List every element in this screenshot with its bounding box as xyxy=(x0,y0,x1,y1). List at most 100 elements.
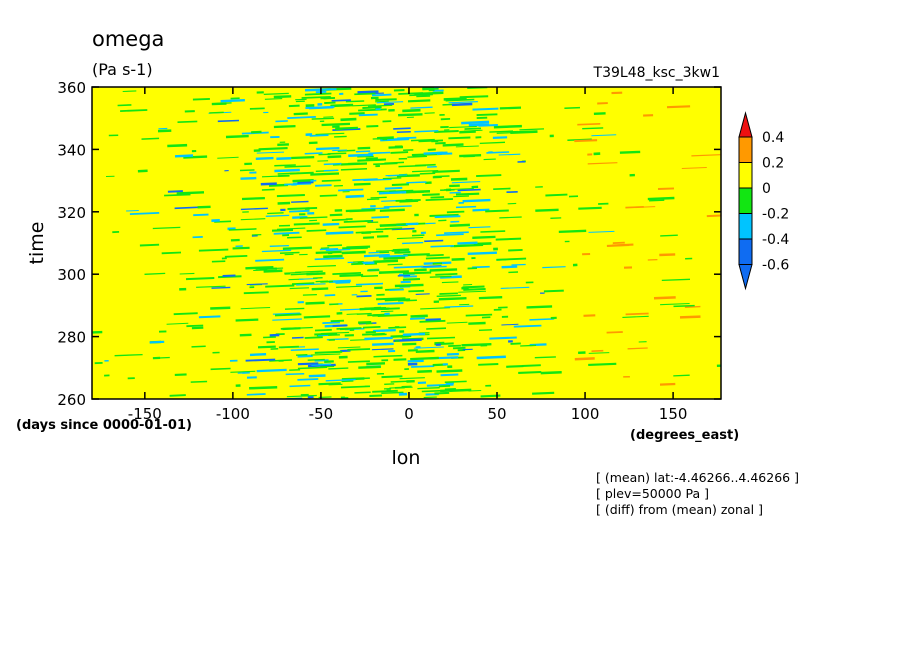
field-streak xyxy=(284,183,300,186)
field-streak xyxy=(543,289,564,293)
field-streak xyxy=(506,365,524,368)
field-streak xyxy=(382,177,402,180)
field-streak xyxy=(387,263,403,266)
field-streak xyxy=(372,342,394,346)
field-streak xyxy=(398,92,423,95)
field-streak xyxy=(452,346,466,350)
y-axis-units: (days since 0000-01-01) xyxy=(16,418,192,433)
field-streak xyxy=(340,162,368,166)
field-streak xyxy=(472,235,496,239)
field-streak xyxy=(478,363,499,366)
field-streak xyxy=(305,301,325,305)
field-streak xyxy=(467,251,497,255)
field-streak xyxy=(363,253,390,258)
field-streak xyxy=(410,314,428,318)
field-streak xyxy=(492,136,508,139)
field-streak xyxy=(305,105,335,110)
field-streak xyxy=(117,104,132,107)
field-streak xyxy=(120,109,148,112)
field-streak xyxy=(284,307,305,310)
field-streak xyxy=(257,345,276,349)
field-streak xyxy=(304,336,323,339)
field-streak xyxy=(228,228,257,231)
field-streak xyxy=(261,188,275,191)
chart-title: omega xyxy=(92,27,164,51)
field-streak xyxy=(476,113,498,117)
field-streak xyxy=(393,265,424,269)
field-streak xyxy=(297,181,314,184)
field-streak xyxy=(289,287,310,290)
field-streak xyxy=(421,389,449,393)
field-streak xyxy=(706,214,721,218)
field-streak xyxy=(355,150,371,153)
field-streak xyxy=(396,236,424,240)
field-streak xyxy=(375,227,396,231)
x-tick-label: -100 xyxy=(216,405,250,423)
field-streak xyxy=(691,154,721,157)
field-streak xyxy=(397,274,411,277)
field-streak xyxy=(493,124,522,129)
field-streak xyxy=(436,233,464,237)
field-streak xyxy=(415,293,430,295)
field-streak xyxy=(424,112,435,114)
field-streak xyxy=(417,369,432,373)
field-streak xyxy=(311,363,332,366)
field-streak xyxy=(314,359,329,362)
field-streak xyxy=(411,234,425,237)
field-streak xyxy=(338,188,364,192)
field-streak xyxy=(341,380,354,383)
field-streak xyxy=(357,158,387,162)
field-streak xyxy=(426,336,456,340)
field-streak xyxy=(519,128,545,131)
field-streak xyxy=(353,261,364,263)
annotation-plev: [ plev=50000 Pa ] xyxy=(596,486,709,501)
field-streak xyxy=(338,225,366,229)
field-streak xyxy=(276,156,292,161)
field-streak xyxy=(239,169,255,172)
field-streak xyxy=(292,179,314,183)
field-streak xyxy=(356,295,372,298)
field-streak xyxy=(642,206,656,208)
field-streak xyxy=(606,243,630,247)
field-streak xyxy=(295,354,308,356)
field-streak xyxy=(196,285,226,288)
field-streak xyxy=(402,332,426,336)
field-streak xyxy=(661,278,691,282)
field-streak xyxy=(501,265,518,269)
field-streak xyxy=(583,314,596,317)
colorbar-label: -0.4 xyxy=(762,232,789,248)
field-streak xyxy=(245,358,276,362)
field-streak xyxy=(518,370,542,374)
field-streak xyxy=(217,119,240,123)
field-streak xyxy=(415,349,435,353)
field-streak xyxy=(468,321,486,325)
field-streak xyxy=(323,169,339,172)
field-streak xyxy=(489,336,517,340)
field-streak xyxy=(436,369,463,373)
y-tick-label: 320 xyxy=(57,204,86,222)
field-streak xyxy=(304,92,332,96)
field-streak xyxy=(263,269,283,273)
field-streak xyxy=(291,336,304,339)
field-streak xyxy=(478,296,503,300)
plot-frame xyxy=(91,86,722,400)
field-streak xyxy=(410,317,426,320)
field-streak xyxy=(222,274,236,277)
field-streak xyxy=(340,168,368,171)
field-streak xyxy=(420,307,451,310)
field-streak xyxy=(433,175,450,178)
field-streak xyxy=(446,321,468,324)
y-axis-label: time xyxy=(26,222,48,265)
field-streak xyxy=(438,385,451,388)
field-streak xyxy=(240,207,268,211)
y-tick-label: 340 xyxy=(57,141,86,159)
field-streak xyxy=(307,265,336,268)
field-streak xyxy=(659,382,676,386)
field-streak xyxy=(314,257,345,261)
field-streak xyxy=(438,297,467,301)
field-streak xyxy=(369,394,383,397)
field-streak xyxy=(191,345,206,348)
field-streak xyxy=(381,200,398,202)
field-streak xyxy=(660,302,690,306)
field-streak xyxy=(367,104,393,107)
